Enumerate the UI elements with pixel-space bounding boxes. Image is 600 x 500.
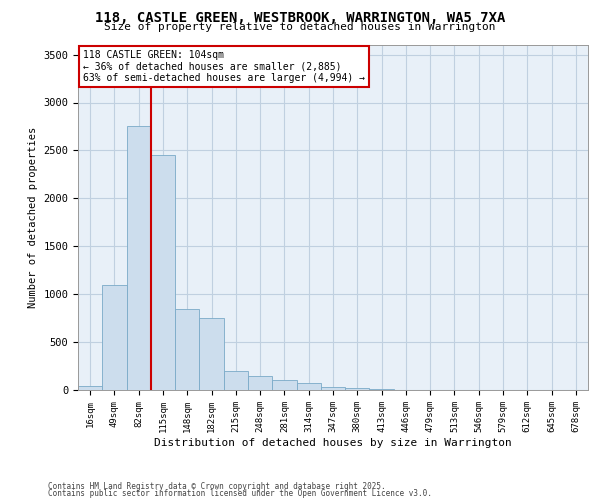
Bar bbox=[199, 318, 224, 390]
Bar bbox=[321, 387, 345, 390]
Bar bbox=[370, 389, 394, 390]
Bar bbox=[151, 155, 175, 390]
Bar bbox=[224, 371, 248, 390]
Bar bbox=[296, 383, 321, 390]
Bar bbox=[248, 376, 272, 390]
Text: 118 CASTLE GREEN: 104sqm
← 36% of detached houses are smaller (2,885)
63% of sem: 118 CASTLE GREEN: 104sqm ← 36% of detach… bbox=[83, 50, 365, 84]
Text: Contains public sector information licensed under the Open Government Licence v3: Contains public sector information licen… bbox=[48, 489, 432, 498]
Bar bbox=[175, 308, 199, 390]
Bar bbox=[78, 386, 102, 390]
Bar bbox=[345, 388, 370, 390]
Y-axis label: Number of detached properties: Number of detached properties bbox=[28, 127, 38, 308]
Bar bbox=[272, 380, 296, 390]
Text: 118, CASTLE GREEN, WESTBROOK, WARRINGTON, WA5 7XA: 118, CASTLE GREEN, WESTBROOK, WARRINGTON… bbox=[95, 11, 505, 25]
X-axis label: Distribution of detached houses by size in Warrington: Distribution of detached houses by size … bbox=[154, 438, 512, 448]
Bar bbox=[127, 126, 151, 390]
Text: Contains HM Land Registry data © Crown copyright and database right 2025.: Contains HM Land Registry data © Crown c… bbox=[48, 482, 386, 491]
Bar bbox=[102, 284, 127, 390]
Text: Size of property relative to detached houses in Warrington: Size of property relative to detached ho… bbox=[104, 22, 496, 32]
